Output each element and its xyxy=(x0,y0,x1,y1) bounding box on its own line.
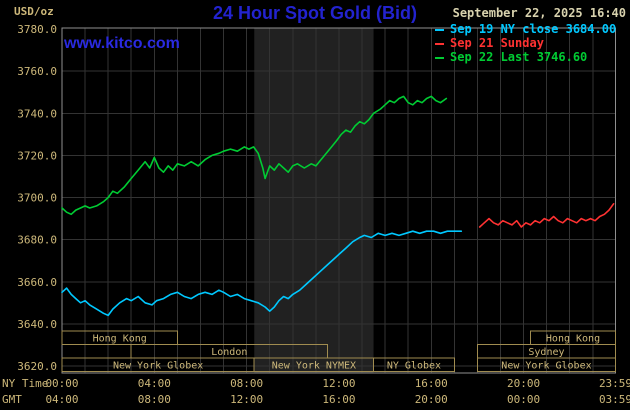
legend-label: Sep 22 Last 3746.60 xyxy=(450,50,588,64)
session-label: Hong Kong xyxy=(93,334,147,345)
x-axis-tick-gmt: 16:00 xyxy=(322,393,355,406)
x-axis-tick-ny: 16:00 xyxy=(415,377,448,390)
legend-line-marker xyxy=(435,42,444,45)
legend-label: Sep 19 NY close 3684.00 xyxy=(450,22,617,36)
nymex-session-band xyxy=(254,28,374,373)
x-axis-tick-gmt: 08:00 xyxy=(138,393,171,406)
y-axis-tick: 3700.0 xyxy=(17,192,57,205)
x-axis-tick-gmt: 12:00 xyxy=(230,393,263,406)
legend-label: Sep 21 Sunday xyxy=(450,36,544,50)
y-axis-tick: 3660.0 xyxy=(17,276,57,289)
legend-item: Sep 21 Sunday xyxy=(435,36,627,50)
series-sep-22-last xyxy=(61,95,448,216)
legend-line-marker xyxy=(435,56,444,59)
legend-item: Sep 22 Last 3746.60 xyxy=(435,50,627,64)
session-box xyxy=(373,357,455,372)
y-axis-tick: 3620.0 xyxy=(17,360,57,373)
series-sep-21-sunday xyxy=(478,203,615,228)
kitco-link[interactable]: www.kitco.com xyxy=(64,35,180,52)
gmt-axis-label: GMT xyxy=(2,393,22,406)
x-axis-tick-ny: 04:00 xyxy=(138,377,171,390)
session-label: New York Globex xyxy=(113,361,203,372)
legend-item: Sep 19 NY close 3684.00 xyxy=(435,22,627,36)
legend-line-marker xyxy=(435,28,444,31)
y-axis-unit-label: USD/oz xyxy=(14,5,54,18)
x-axis-tick-gmt: 20:00 xyxy=(415,393,448,406)
x-axis-tick-ny: 23:59 xyxy=(599,377,630,390)
y-axis-tick: 3720.0 xyxy=(17,149,57,162)
y-axis-tick: 3640.0 xyxy=(17,318,57,331)
y-axis-tick: 3680.0 xyxy=(17,234,57,247)
x-axis-tick-gmt: 04:00 xyxy=(45,393,78,406)
session-label: London xyxy=(211,347,247,358)
x-axis-tick-gmt: 00:00 xyxy=(507,393,540,406)
x-axis-tick-ny: 12:00 xyxy=(322,377,355,390)
x-axis-tick-ny: 20:00 xyxy=(507,377,540,390)
x-axis-tick-ny: 00:00 xyxy=(45,377,78,390)
session-label: NY Globex xyxy=(387,361,441,372)
session-label: New York NYMEX xyxy=(272,361,356,372)
session-label: New York Globex xyxy=(501,361,591,372)
session-label: Sydney xyxy=(528,347,564,358)
y-axis-tick: 3780.0 xyxy=(17,23,57,36)
x-axis-tick-gmt: 03:59 xyxy=(599,393,630,406)
y-axis-tick: 3740.0 xyxy=(17,107,57,120)
legend: Sep 19 NY close 3684.00 Sep 21 Sunday Sep … xyxy=(435,22,627,64)
plot-frame xyxy=(61,27,616,374)
session-box xyxy=(61,330,178,345)
y-axis-tick: 3760.0 xyxy=(17,65,57,78)
series-sep-19-ny-close xyxy=(61,230,463,317)
ny-time-axis-label: NY Time xyxy=(2,377,49,390)
x-axis-tick-ny: 08:00 xyxy=(230,377,263,390)
session-label: Hong Kong xyxy=(546,334,600,345)
timestamp: September 22, 2025 16:40 xyxy=(452,6,626,20)
session-box xyxy=(476,357,616,372)
